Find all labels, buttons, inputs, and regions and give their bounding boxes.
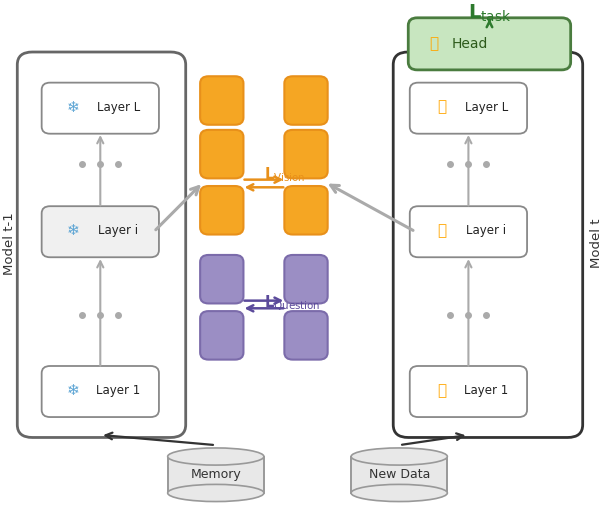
FancyBboxPatch shape	[42, 366, 159, 417]
FancyBboxPatch shape	[410, 206, 527, 257]
Ellipse shape	[168, 448, 264, 465]
FancyBboxPatch shape	[408, 18, 571, 70]
Text: $\mathbf{L}_{\mathrm{task}}$: $\mathbf{L}_{\mathrm{task}}$	[468, 3, 511, 24]
FancyBboxPatch shape	[393, 52, 583, 438]
FancyBboxPatch shape	[200, 255, 244, 304]
Text: Memory: Memory	[190, 468, 241, 481]
Text: Model t-1: Model t-1	[3, 212, 16, 275]
Text: Head: Head	[452, 37, 488, 51]
FancyBboxPatch shape	[200, 311, 244, 359]
FancyBboxPatch shape	[42, 206, 159, 257]
Text: New Data: New Data	[368, 468, 430, 481]
Text: Layer 1: Layer 1	[464, 384, 508, 397]
FancyBboxPatch shape	[18, 52, 185, 438]
Text: ❄: ❄	[67, 223, 79, 238]
Text: Layer 1: Layer 1	[96, 384, 141, 397]
FancyBboxPatch shape	[284, 311, 328, 359]
Ellipse shape	[351, 484, 447, 501]
Text: $\mathbf{L}_{\mathrm{Vision}}$: $\mathbf{L}_{\mathrm{Vision}}$	[264, 165, 305, 184]
FancyBboxPatch shape	[284, 76, 328, 125]
Text: Layer i: Layer i	[467, 224, 507, 237]
Text: 🔥: 🔥	[437, 383, 446, 398]
FancyBboxPatch shape	[284, 186, 328, 235]
Text: Model t: Model t	[590, 219, 603, 268]
FancyBboxPatch shape	[410, 83, 527, 134]
Text: ❄: ❄	[67, 383, 79, 398]
Text: Layer L: Layer L	[465, 100, 508, 113]
Text: $\mathbf{L}_{\mathrm{Question}}$: $\mathbf{L}_{\mathrm{Question}}$	[264, 294, 321, 313]
Text: Layer i: Layer i	[98, 224, 138, 237]
FancyBboxPatch shape	[200, 130, 244, 178]
Text: 🔥: 🔥	[430, 36, 439, 51]
FancyBboxPatch shape	[200, 76, 244, 125]
FancyBboxPatch shape	[284, 130, 328, 178]
FancyBboxPatch shape	[168, 456, 264, 493]
FancyBboxPatch shape	[410, 366, 527, 417]
FancyBboxPatch shape	[200, 186, 244, 235]
Ellipse shape	[168, 484, 264, 501]
Text: 🔥: 🔥	[437, 99, 446, 114]
FancyBboxPatch shape	[42, 83, 159, 134]
Text: Layer L: Layer L	[97, 100, 140, 113]
Text: ❄: ❄	[67, 99, 79, 114]
FancyBboxPatch shape	[284, 255, 328, 304]
Text: 🔥: 🔥	[437, 223, 446, 238]
Ellipse shape	[351, 448, 447, 465]
FancyBboxPatch shape	[351, 456, 447, 493]
